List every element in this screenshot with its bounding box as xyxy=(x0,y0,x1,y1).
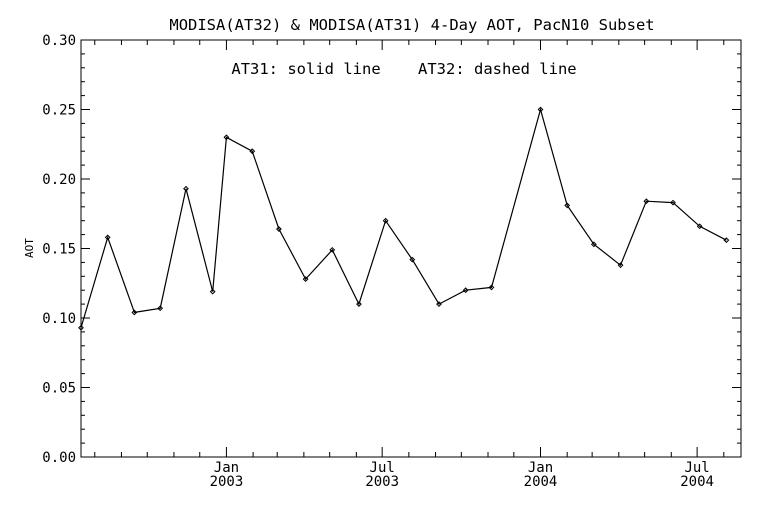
data-point-marker xyxy=(329,246,336,253)
y-tick-label: 0.15 xyxy=(42,242,76,258)
data-point-marker xyxy=(723,237,730,244)
data-point-marker xyxy=(302,276,309,282)
data-point-marker xyxy=(696,223,703,230)
data-point-marker xyxy=(537,106,544,113)
y-axis-label: AOT xyxy=(23,238,36,258)
data-point-marker xyxy=(249,148,256,155)
chart-title: MODISA(AT32) & MODISA(AT31) 4-Day AOT, P… xyxy=(169,16,654,34)
y-tick-label: 0.00 xyxy=(42,450,76,466)
x-tick-label-month: Jan xyxy=(214,460,239,476)
data-point-marker xyxy=(670,199,676,206)
data-point-marker xyxy=(78,324,84,331)
x-tick-label-year: 2003 xyxy=(365,474,399,490)
data-point-marker xyxy=(356,301,362,308)
data-point-marker xyxy=(223,134,230,141)
data-point-marker xyxy=(488,284,495,291)
y-tick-label: 0.05 xyxy=(42,381,76,397)
data-point-marker xyxy=(382,217,389,224)
x-tick-label-year: 2004 xyxy=(524,474,558,490)
data-point-marker xyxy=(643,198,650,205)
data-point-marker xyxy=(564,202,571,209)
axes-group: 0.000.050.100.150.200.250.30Jan2003Jul20… xyxy=(42,33,742,490)
data-point-marker xyxy=(590,241,597,248)
data-point-marker xyxy=(157,305,164,312)
x-tick-label-month: Jul xyxy=(684,460,709,476)
data-point-marker xyxy=(104,234,111,241)
x-tick-label-month: Jan xyxy=(528,460,553,476)
plot-area xyxy=(78,106,730,331)
data-point-marker xyxy=(183,185,189,192)
plot-frame xyxy=(80,39,742,458)
data-point-marker xyxy=(276,226,282,232)
x-tick-label-year: 2003 xyxy=(210,474,244,490)
y-tick-label: 0.10 xyxy=(42,311,76,327)
x-tick-label-month: Jul xyxy=(370,460,395,476)
y-tick-label: 0.25 xyxy=(42,103,76,119)
data-point-marker xyxy=(462,287,469,294)
data-point-marker xyxy=(409,256,416,263)
data-point-marker xyxy=(209,288,216,295)
data-point-marker xyxy=(131,309,138,316)
data-point-marker xyxy=(617,262,624,269)
y-tick-label: 0.30 xyxy=(42,33,76,49)
legend-annotation: AT31: solid line AT32: dashed line xyxy=(231,60,576,78)
data-point-marker xyxy=(436,301,442,308)
x-tick-label-year: 2004 xyxy=(680,474,714,490)
series-line xyxy=(80,107,727,328)
y-tick-label: 0.20 xyxy=(42,172,76,188)
